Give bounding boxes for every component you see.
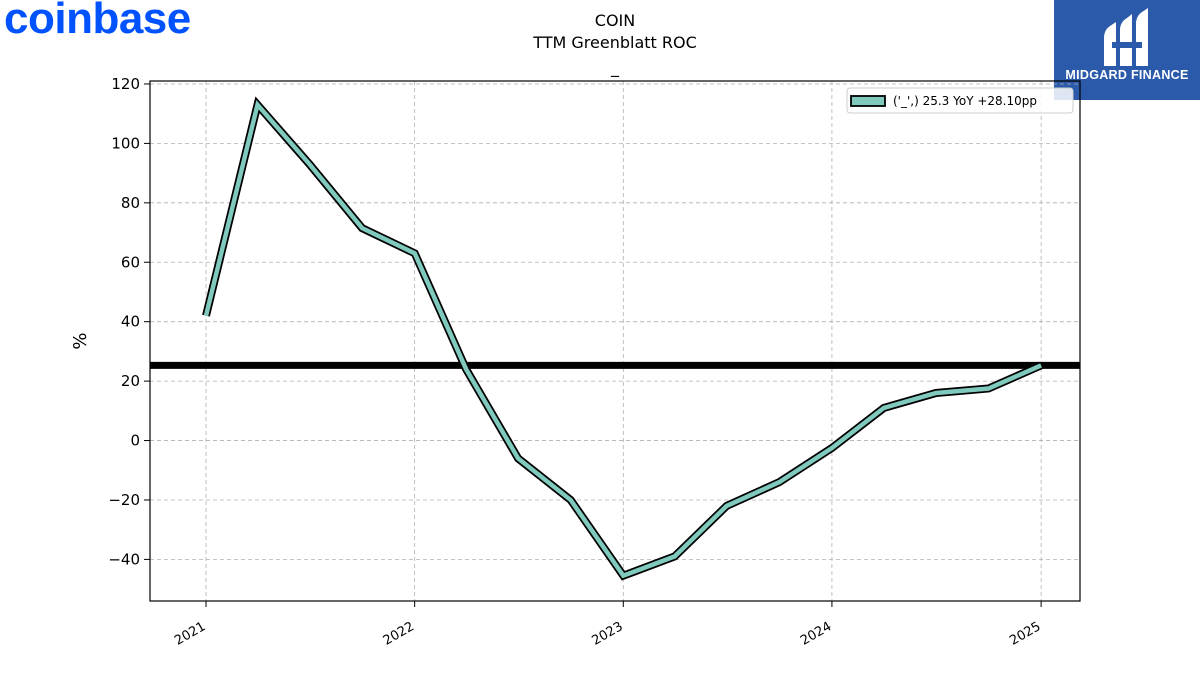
chart-subtitle-2: _: [611, 58, 619, 77]
y-tick-label: 80: [121, 194, 140, 212]
x-tick-label: 2025: [1007, 619, 1043, 649]
y-tick-label: 60: [121, 253, 140, 271]
chart-subtitle: TTM Greenblatt ROC: [533, 33, 697, 52]
midgard-finance-logo: MIDGARD FINANCE: [1054, 0, 1200, 100]
y-tick-label: 20: [121, 372, 140, 390]
y-tick-label: 100: [111, 134, 140, 152]
coinbase-logo: coinbase: [4, 0, 191, 43]
x-tick-label: 2024: [798, 619, 834, 649]
x-tick-label: 2023: [589, 619, 625, 649]
x-tick-label: 2022: [381, 619, 417, 649]
midgard-logo-icon: [1104, 8, 1148, 66]
plot-frame: [149, 80, 1081, 602]
y-tick-label: 120: [111, 75, 140, 93]
x-tick-label: 2021: [172, 619, 208, 649]
chart-title: COIN: [594, 11, 636, 30]
legend-box: [846, 87, 1074, 114]
legend-label: ('_',) 25.3 YoY +28.10pp: [893, 94, 1037, 108]
y-tick-label: 0: [130, 432, 140, 450]
y-tick-label: −20: [108, 491, 140, 509]
y-tick-label: −40: [108, 550, 140, 568]
midgard-logo-text: MIDGARD FINANCE: [1065, 68, 1189, 82]
y-axis-label: %: [70, 332, 91, 349]
legend-swatch: [850, 95, 886, 107]
y-tick-label: 40: [121, 313, 140, 331]
series-line: [203, 100, 1043, 579]
